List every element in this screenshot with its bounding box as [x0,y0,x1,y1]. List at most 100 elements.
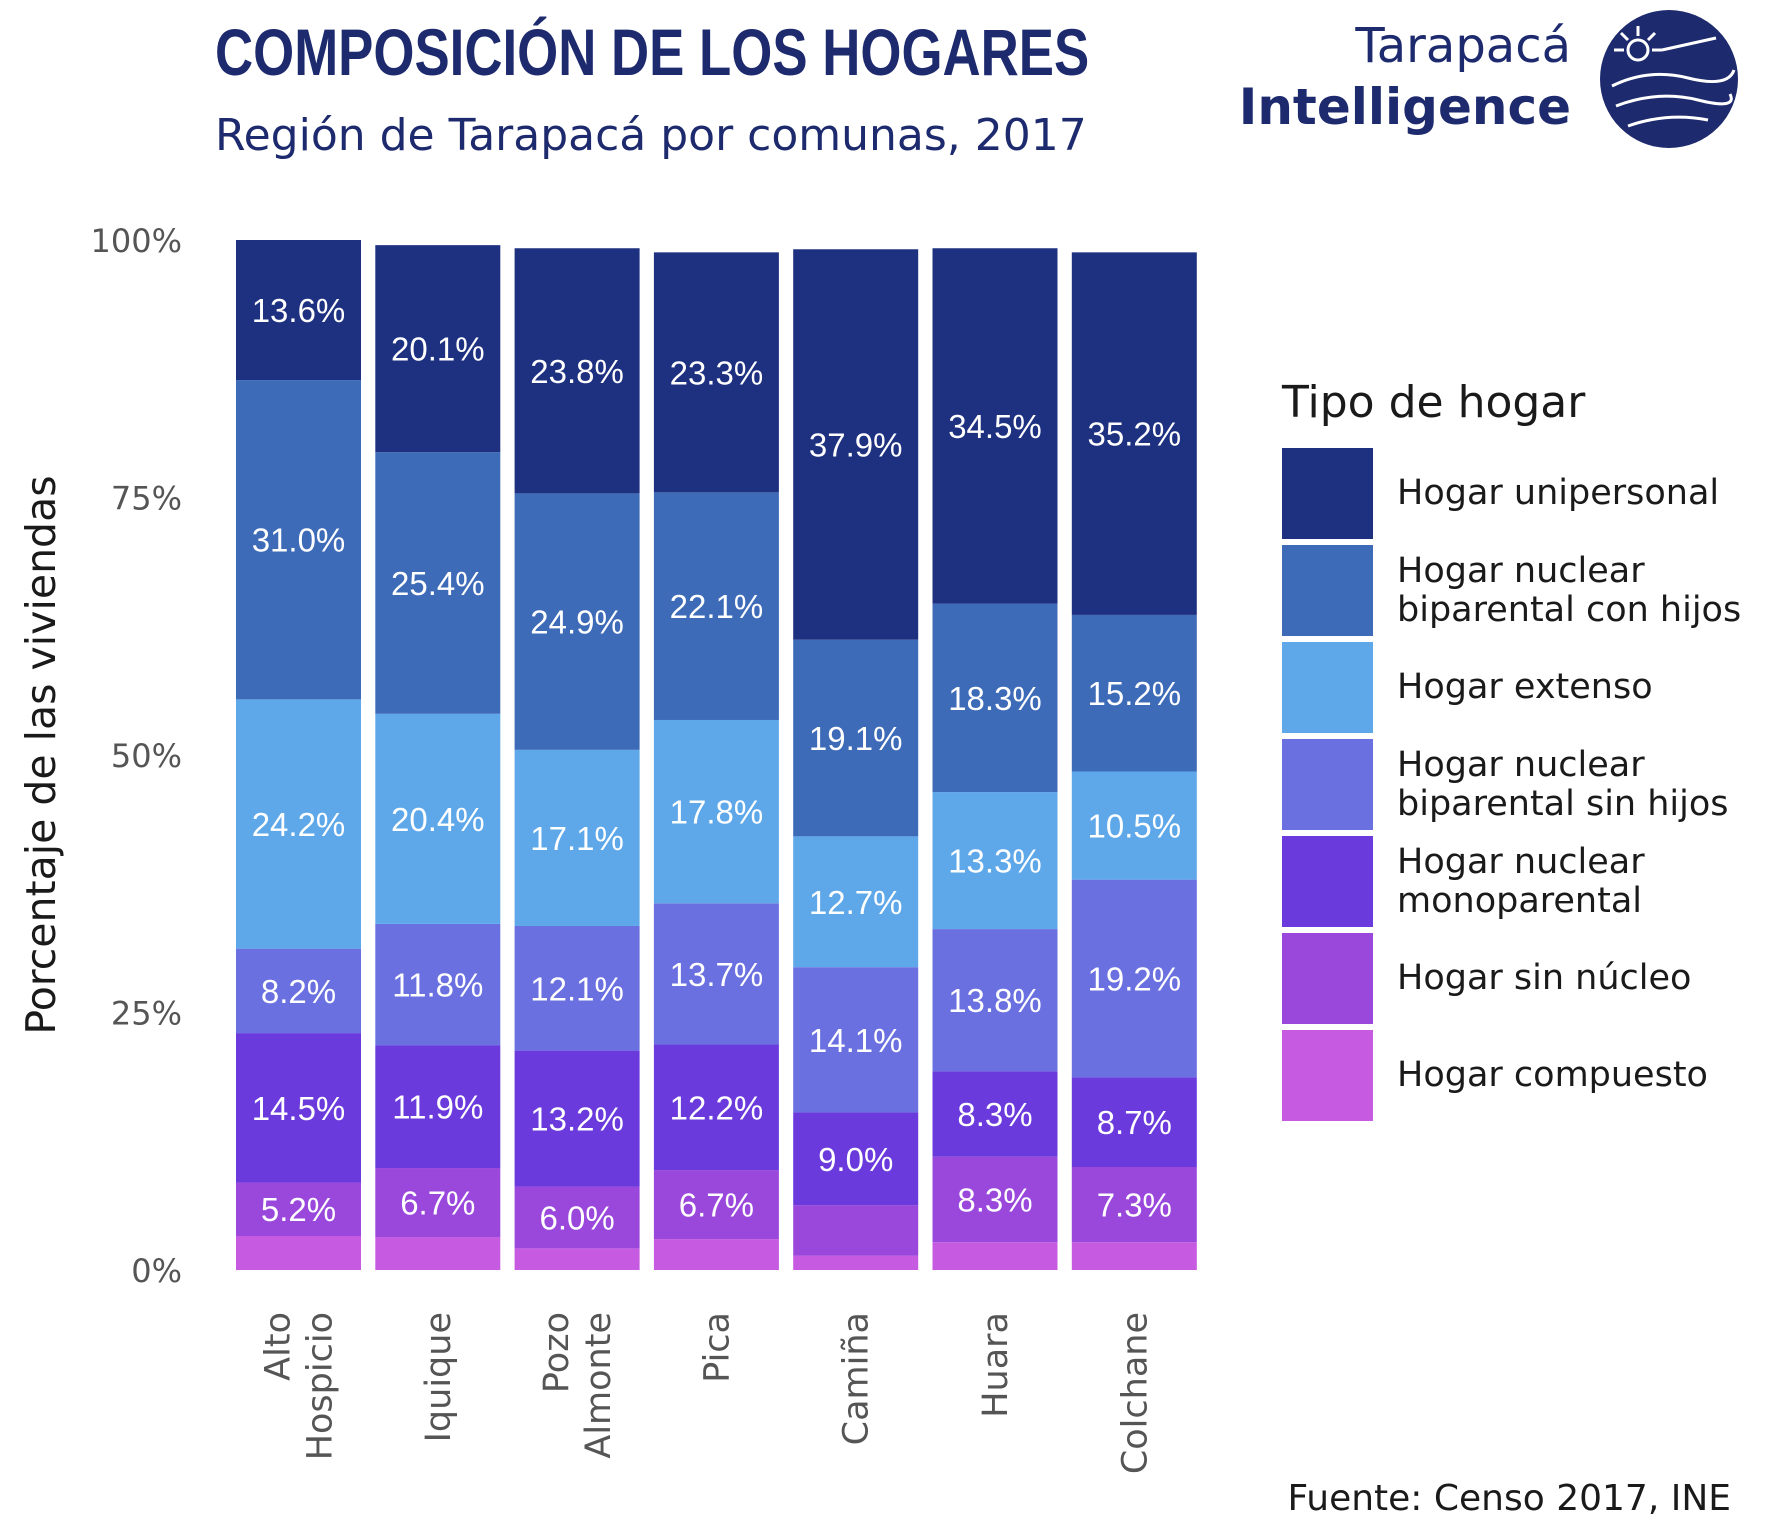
data-label: 8.3% [957,1096,1032,1133]
data-label: 13.7% [670,956,764,993]
x-tick-label: Colchane [1115,1312,1155,1474]
bar-segment [514,925,640,1051]
bar-segment [653,719,779,904]
data-label: 23.3% [670,354,764,391]
bar-segment [236,1033,361,1183]
x-tick-label-line: Hospicio [301,1312,341,1460]
data-label: 31.0% [252,522,346,559]
legend-label: Hogar sin núcleo [1397,958,1692,998]
data-label: 19.1% [809,720,903,757]
bar-segment [375,245,501,453]
x-tick-label-line: Colchane [1115,1312,1155,1474]
data-label: 13.6% [252,292,346,329]
bar-segment [653,252,779,493]
data-label: 14.5% [252,1090,346,1127]
bar-segment [236,240,361,381]
stacked-bar-chart: 0% 25% 50% 75% 100% Porcentaje de las viviend… [17,222,1197,1474]
bar-segment [1071,614,1197,772]
data-label: 19.2% [1088,961,1182,998]
bar-segment [793,639,919,837]
bar-segment [932,1156,1058,1243]
bar-segment [236,380,361,700]
legend-swatch [1282,739,1373,830]
data-label: 18.3% [948,680,1042,717]
bar-segment [1071,252,1197,615]
legend-label: Hogar compuesto [1397,1055,1708,1095]
bar-segment [932,248,1058,604]
data-label: 12.1% [530,970,624,1007]
bar-segment [793,836,919,968]
bar-segment [932,603,1058,793]
bar-segment [375,1237,501,1270]
bar-segment [375,1045,501,1169]
y-tick-label: 25% [111,995,182,1033]
data-label: 6.7% [679,1187,754,1224]
bar-segment [793,1112,919,1206]
data-label: 24.2% [252,806,346,843]
y-axis-label: Porcentaje de las viviendas [17,475,65,1034]
x-tick-label-line: Iquique [419,1312,459,1442]
x-tick-label-line: Almonte [579,1312,619,1459]
legend-swatch [1282,545,1373,636]
chart-subtitle: Región de Tarapacá por comunas, 2017 [215,110,1087,161]
x-tick-label: PozoAlmonte [537,1312,619,1459]
data-label: 5.2% [261,1191,336,1228]
x-tick-label: Iquique [419,1312,459,1442]
bar-segment [653,903,779,1045]
legend-swatch [1282,642,1373,733]
legend-title: Tipo de hogar [1282,377,1586,428]
bar-segment [375,923,501,1046]
data-label: 37.9% [809,426,903,463]
data-label: 23.8% [530,353,624,390]
bar-segment [932,1242,1058,1270]
data-label: 7.3% [1097,1187,1172,1224]
data-label: 6.0% [539,1199,614,1236]
data-label: 6.7% [400,1185,475,1222]
bar-segment [514,1050,640,1187]
legend-label: Hogar extenso [1397,667,1653,707]
data-label: 12.7% [809,884,903,921]
legend-label: Hogar unipersonal [1397,473,1720,513]
legend-swatch [1282,448,1373,539]
data-label: 13.8% [948,982,1042,1019]
bar-segment [793,1255,919,1270]
bar-segment [375,1168,501,1238]
x-tick-label: AltoHospicio [259,1312,341,1460]
bar-segment [932,1071,1058,1157]
data-label: 8.2% [261,973,336,1010]
bar-segment [1071,771,1197,880]
bar-segment [236,948,361,1034]
y-tick-label: 50% [111,737,182,775]
x-tick-label: Huara [976,1312,1016,1418]
bar-segment [236,699,361,949]
bar-segment [1071,1167,1197,1243]
data-label: 20.4% [391,801,485,838]
bar-segment [793,249,919,640]
bar-segment [236,1182,361,1237]
x-tick-label-line: Camiña [837,1312,877,1445]
data-label: 10.5% [1088,808,1182,845]
legend-label: Hogar nuclear monoparental [1397,841,1645,921]
bar-segment [375,713,501,924]
bar-segment [653,492,779,720]
data-label: 14.1% [809,1022,903,1059]
data-label: 17.1% [530,820,624,857]
brand-name-line2: Intelligence [1238,78,1571,136]
x-tick-label-line: Pica [697,1312,737,1383]
bar-segment [375,452,501,714]
y-tick-label: 0% [131,1252,182,1290]
legend-swatch [1282,836,1373,927]
bar-segment [236,1236,361,1270]
data-label: 35.2% [1088,416,1182,453]
bar-segment [1071,1242,1197,1270]
bar-segment [514,248,640,494]
legend-swatch [1282,933,1373,1024]
chart-title: COMPOSICIÓN DE LOS HOGARES [215,15,1090,89]
source-note: Fuente: Censo 2017, INE [1287,1478,1731,1519]
y-tick-label: 75% [111,480,182,518]
data-label: 13.2% [530,1101,624,1138]
x-tick-label-line: Pozo [537,1312,577,1393]
bar-segment [1071,879,1197,1078]
data-label: 8.3% [957,1181,1032,1218]
data-label: 11.8% [392,967,483,1004]
